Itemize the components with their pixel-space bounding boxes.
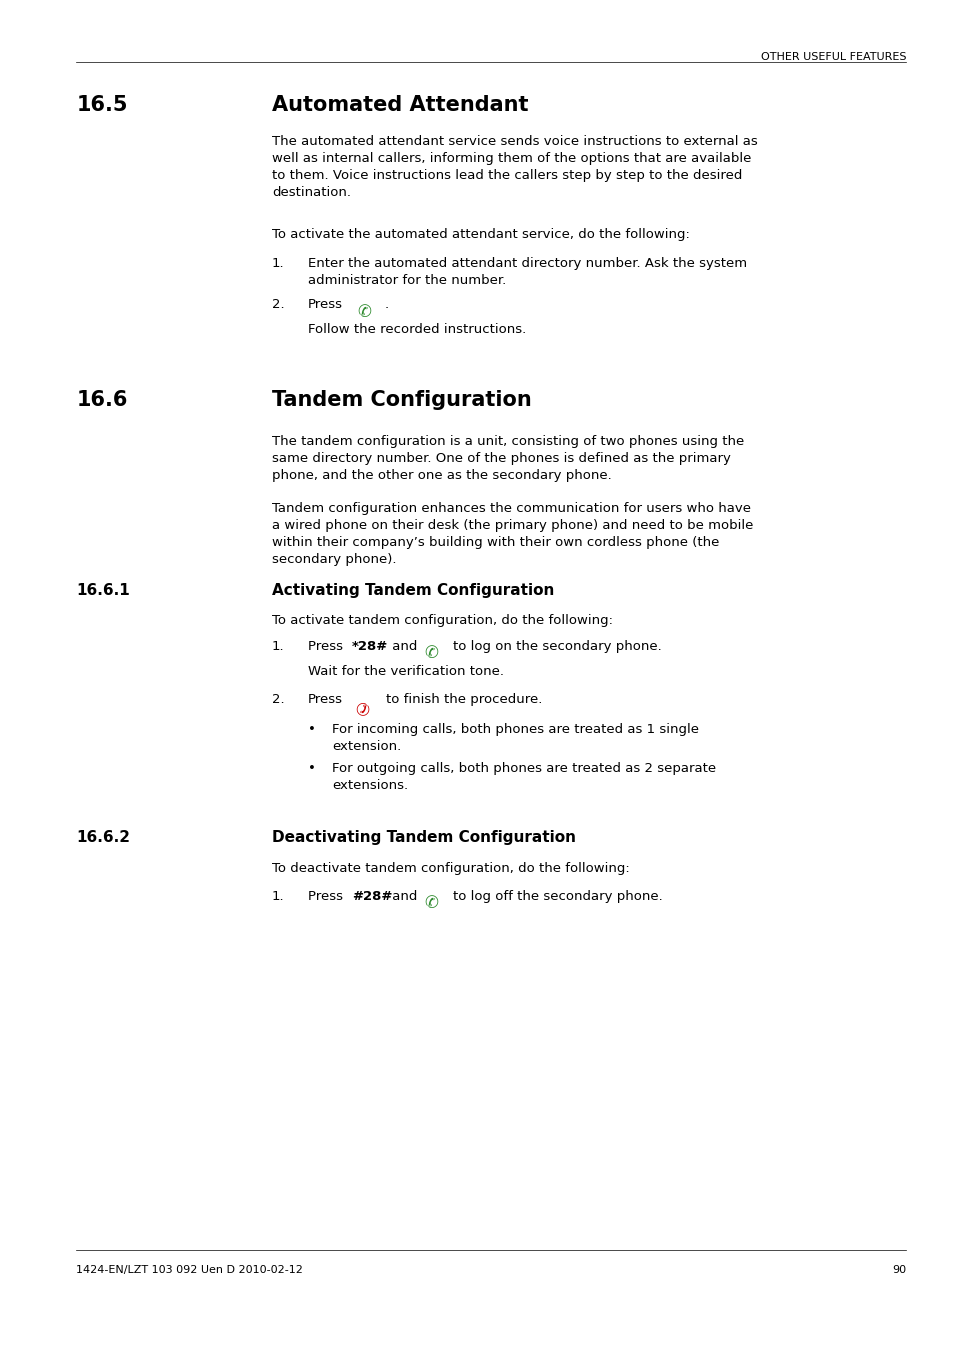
Text: Automated Attendant: Automated Attendant (272, 95, 528, 115)
Text: For incoming calls, both phones are treated as 1 single
extension.: For incoming calls, both phones are trea… (332, 724, 699, 753)
Text: Tandem Configuration: Tandem Configuration (272, 390, 531, 410)
Text: and: and (388, 640, 417, 653)
Text: OTHER USEFUL FEATURES: OTHER USEFUL FEATURES (760, 53, 905, 62)
Text: ✆: ✆ (424, 644, 438, 662)
Text: .: . (384, 298, 388, 311)
Text: Press: Press (308, 298, 343, 311)
Text: To activate the automated attendant service, do the following:: To activate the automated attendant serv… (272, 228, 689, 242)
Text: 1.: 1. (272, 256, 284, 270)
Text: ✆: ✆ (355, 697, 370, 716)
Text: 1.: 1. (272, 890, 284, 903)
Text: Press: Press (308, 640, 347, 653)
Text: To deactivate tandem configuration, do the following:: To deactivate tandem configuration, do t… (272, 863, 629, 875)
Text: Press: Press (308, 890, 347, 903)
Text: 16.5: 16.5 (76, 95, 128, 115)
Text: ✆: ✆ (424, 894, 438, 913)
Text: Activating Tandem Configuration: Activating Tandem Configuration (272, 583, 554, 598)
Text: Deactivating Tandem Configuration: Deactivating Tandem Configuration (272, 830, 576, 845)
Text: 1.: 1. (272, 640, 284, 653)
Text: 16.6: 16.6 (76, 390, 128, 410)
Text: and: and (388, 890, 417, 903)
Text: The automated attendant service sends voice instructions to external as
well as : The automated attendant service sends vo… (272, 135, 757, 198)
Text: 16.6.2: 16.6.2 (76, 830, 131, 845)
Text: Press: Press (308, 693, 343, 706)
Text: The tandem configuration is a unit, consisting of two phones using the
same dire: The tandem configuration is a unit, cons… (272, 435, 743, 482)
Text: 2.: 2. (272, 693, 284, 706)
Text: Follow the recorded instructions.: Follow the recorded instructions. (308, 323, 526, 336)
Text: 16.6.1: 16.6.1 (76, 583, 130, 598)
Text: #28#: #28# (352, 890, 392, 903)
Text: to log off the secondary phone.: to log off the secondary phone. (453, 890, 662, 903)
Text: 1424-EN/LZT 103 092 Uen D 2010-02-12: 1424-EN/LZT 103 092 Uen D 2010-02-12 (76, 1265, 303, 1274)
Text: •: • (308, 761, 315, 775)
Text: to log on the secondary phone.: to log on the secondary phone. (453, 640, 661, 653)
Text: to finish the procedure.: to finish the procedure. (386, 693, 542, 706)
Text: To activate tandem configuration, do the following:: To activate tandem configuration, do the… (272, 614, 612, 626)
Text: *28#: *28# (352, 640, 388, 653)
Text: 90: 90 (891, 1265, 905, 1274)
Text: Tandem configuration enhances the communication for users who have
a wired phone: Tandem configuration enhances the commun… (272, 502, 753, 566)
Text: Enter the automated attendant directory number. Ask the system
administrator for: Enter the automated attendant directory … (308, 256, 746, 288)
Text: ✆: ✆ (357, 304, 372, 321)
Text: For outgoing calls, both phones are treated as 2 separate
extensions.: For outgoing calls, both phones are trea… (332, 761, 716, 792)
Text: Wait for the verification tone.: Wait for the verification tone. (308, 666, 503, 678)
Text: •: • (308, 724, 315, 736)
Text: 2.: 2. (272, 298, 284, 311)
